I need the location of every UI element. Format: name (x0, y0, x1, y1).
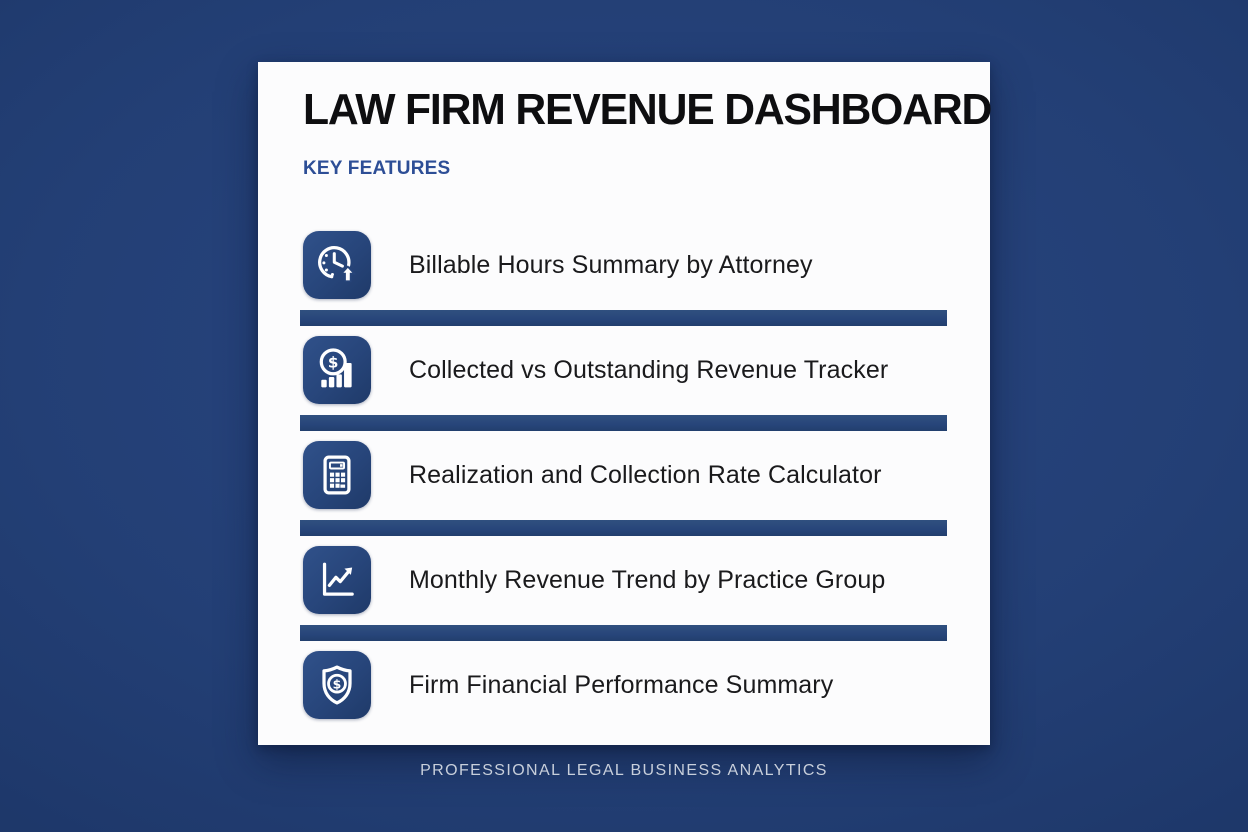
divider-bar (300, 415, 947, 431)
feature-row: Monthly Revenue Trend by Practice Group (303, 546, 945, 614)
svg-text:$: $ (328, 353, 339, 371)
calculator-icon (303, 441, 371, 509)
divider-bar (300, 310, 947, 326)
feature-row: $ Firm Financial Performance Summary (303, 651, 945, 719)
shield-dollar-icon: $ (303, 651, 371, 719)
divider-bar (300, 625, 947, 641)
feature-label: Billable Hours Summary by Attorney (409, 250, 813, 279)
feature-row: Realization and Collection Rate Calculat… (303, 441, 945, 509)
divider-bar (300, 520, 947, 536)
feature-label: Realization and Collection Rate Calculat… (409, 460, 882, 489)
dollar-bar-chart-icon: $ (303, 336, 371, 404)
page-title: LAW FIRM REVENUE DASHBOARD (303, 85, 992, 134)
clock-arrow-up-icon (303, 231, 371, 299)
feature-label: Firm Financial Performance Summary (409, 670, 834, 699)
feature-label: Monthly Revenue Trend by Practice Group (409, 565, 886, 594)
section-subtitle: KEY FEATURES (303, 158, 451, 179)
feature-list: Billable Hours Summary by Attorney $ Col… (300, 231, 947, 719)
feature-label: Collected vs Outstanding Revenue Tracker (409, 355, 889, 384)
feature-card: LAW FIRM REVENUE DASHBOARD KEY FEATURES … (258, 62, 992, 745)
svg-text:$: $ (333, 676, 342, 691)
feature-row: $ Collected vs Outstanding Revenue Track… (303, 336, 945, 404)
feature-row: Billable Hours Summary by Attorney (303, 231, 945, 299)
line-chart-up-icon (303, 546, 371, 614)
footer-tagline: PROFESSIONAL LEGAL BUSINESS ANALYTICS (420, 762, 828, 779)
